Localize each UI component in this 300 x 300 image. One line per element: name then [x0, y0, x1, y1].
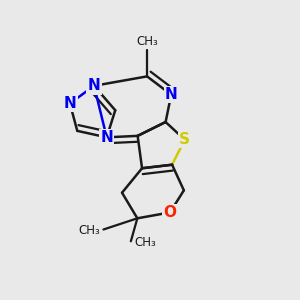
Text: N: N — [88, 78, 100, 93]
Text: O: O — [164, 205, 176, 220]
Text: S: S — [179, 132, 190, 147]
Text: N: N — [64, 96, 76, 111]
Text: N: N — [165, 87, 178, 102]
Text: CH₃: CH₃ — [134, 236, 156, 249]
Text: CH₃: CH₃ — [136, 35, 158, 48]
Text: N: N — [100, 130, 113, 145]
Text: CH₃: CH₃ — [78, 224, 100, 238]
